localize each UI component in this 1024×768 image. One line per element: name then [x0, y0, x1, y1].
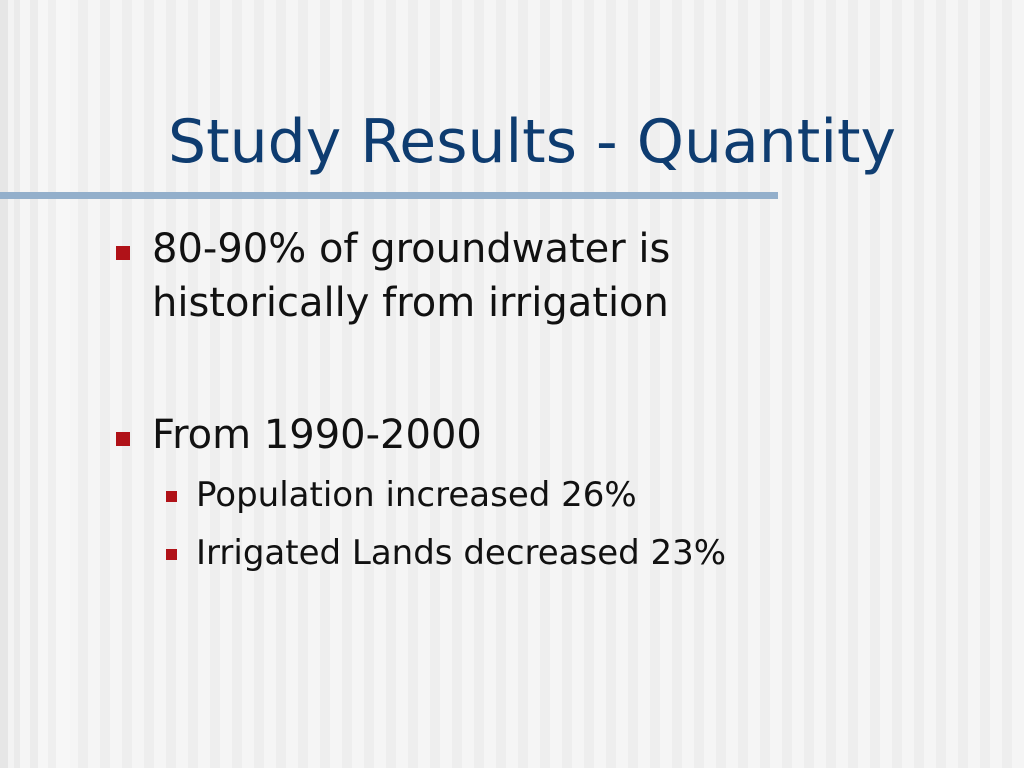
sub-bullet-text: Population increased 26% — [196, 475, 637, 515]
title-divider — [0, 192, 778, 199]
square-bullet-icon — [116, 246, 130, 260]
sub-bullet-item: Irrigated Lands decreased 23% — [166, 530, 866, 576]
sub-bullet-item: Population increased 26% — [166, 472, 866, 518]
square-bullet-icon — [166, 549, 177, 560]
square-bullet-icon — [116, 432, 130, 446]
bullet-item: 80-90% of groundwater is historically fr… — [116, 222, 836, 330]
bullet-text-line: 80-90% of groundwater is — [152, 226, 671, 272]
bullet-item: From 1990-2000 — [116, 408, 836, 462]
slide-title: Study Results - Quantity — [168, 107, 897, 177]
sub-bullet-text: Irrigated Lands decreased 23% — [196, 533, 727, 573]
bullet-text-line: historically from irrigation — [152, 280, 669, 326]
bullet-text-line: From 1990-2000 — [152, 412, 482, 458]
square-bullet-icon — [166, 491, 177, 502]
